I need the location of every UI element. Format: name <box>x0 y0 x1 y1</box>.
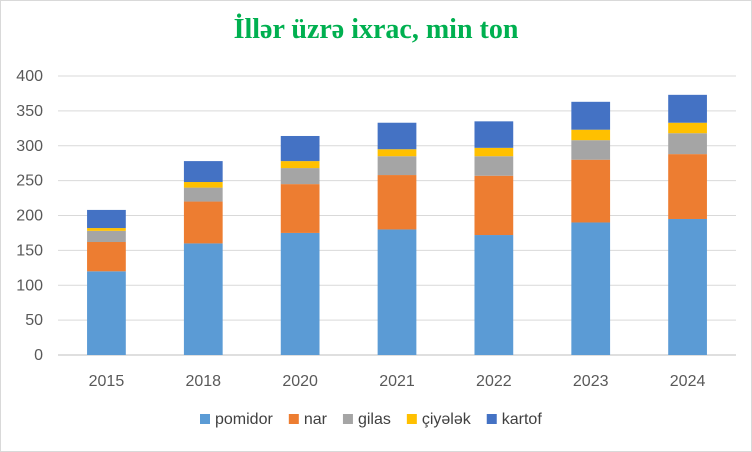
bar-segment-nar <box>668 154 707 219</box>
bar-segment-çiyələk <box>183 182 223 188</box>
legend-swatch-pomidor <box>200 414 210 424</box>
legend-label-gilas: gilas <box>358 411 391 428</box>
legend-swatch-kartof <box>486 414 497 424</box>
y-tick-label: 350 <box>16 103 43 120</box>
legend-swatch-çiyələk <box>406 414 417 424</box>
bar-segment-gilas <box>571 140 611 160</box>
bar-segment-pomidor <box>668 218 707 355</box>
x-tick-label: 2024 <box>670 373 706 390</box>
bar-segment-kartof <box>668 94 707 123</box>
legend-label-kartof: kartof <box>502 411 543 428</box>
bar-segment-çiyələk <box>280 161 320 169</box>
bar-segment-pomidor <box>87 271 126 355</box>
bar-segment-gilas <box>474 156 514 176</box>
y-tick-label: 150 <box>16 242 43 259</box>
bar-segment-gilas <box>280 168 320 185</box>
bar-segment-pomidor <box>474 235 514 355</box>
bar-segment-gilas <box>668 133 707 155</box>
x-tick-label: 2022 <box>476 373 512 390</box>
bar-segment-çiyələk <box>474 147 514 157</box>
bar-segment-çiyələk <box>571 129 611 141</box>
y-tick-label: 200 <box>16 208 43 225</box>
x-tick-label: 2023 <box>573 373 609 390</box>
bar-segment-kartof <box>474 121 514 148</box>
legend-label-çiyələk: çiyələk <box>422 411 472 428</box>
x-tick-label: 2015 <box>89 373 125 390</box>
bar-segment-kartof <box>571 101 611 130</box>
y-tick-label: 0 <box>34 347 43 364</box>
bar-segment-pomidor <box>571 222 611 355</box>
bar-segment-pomidor <box>377 229 417 355</box>
bar-segment-nar <box>474 175 514 236</box>
y-tick-label: 250 <box>16 173 43 190</box>
legend-label-pomidor: pomidor <box>215 411 273 428</box>
bar-segment-nar <box>280 184 320 233</box>
bar-segment-pomidor <box>183 243 223 355</box>
bar-segment-gilas <box>183 187 223 202</box>
bar-segment-çiyələk <box>377 149 417 157</box>
bar-segment-gilas <box>87 230 126 243</box>
y-tick-label: 400 <box>16 68 43 85</box>
x-tick-label: 2021 <box>379 373 415 390</box>
bar-segment-nar <box>377 175 417 230</box>
bar-segment-gilas <box>377 156 417 176</box>
bar-segment-kartof <box>87 209 126 229</box>
legend-swatch-nar <box>288 414 299 424</box>
bar-segment-kartof <box>183 161 223 183</box>
y-tick-label: 300 <box>16 138 43 155</box>
chart-title: İllər üzrə ixrac, min ton <box>233 14 519 45</box>
y-tick-label: 50 <box>25 312 43 329</box>
bar-segment-pomidor <box>280 232 320 355</box>
bar-segment-nar <box>87 242 126 272</box>
legend-label-nar: nar <box>304 411 328 428</box>
bar-segment-kartof <box>377 122 417 150</box>
bar-segment-nar <box>571 159 611 223</box>
x-tick-label: 2018 <box>185 373 221 390</box>
bar-segment-çiyələk <box>87 228 126 231</box>
bar-segment-çiyələk <box>668 122 707 134</box>
x-tick-label: 2020 <box>282 373 318 390</box>
bar-segment-kartof <box>280 135 320 162</box>
y-tick-label: 100 <box>16 277 43 294</box>
bar-segment-nar <box>183 201 223 244</box>
legend-swatch-gilas <box>342 414 353 424</box>
